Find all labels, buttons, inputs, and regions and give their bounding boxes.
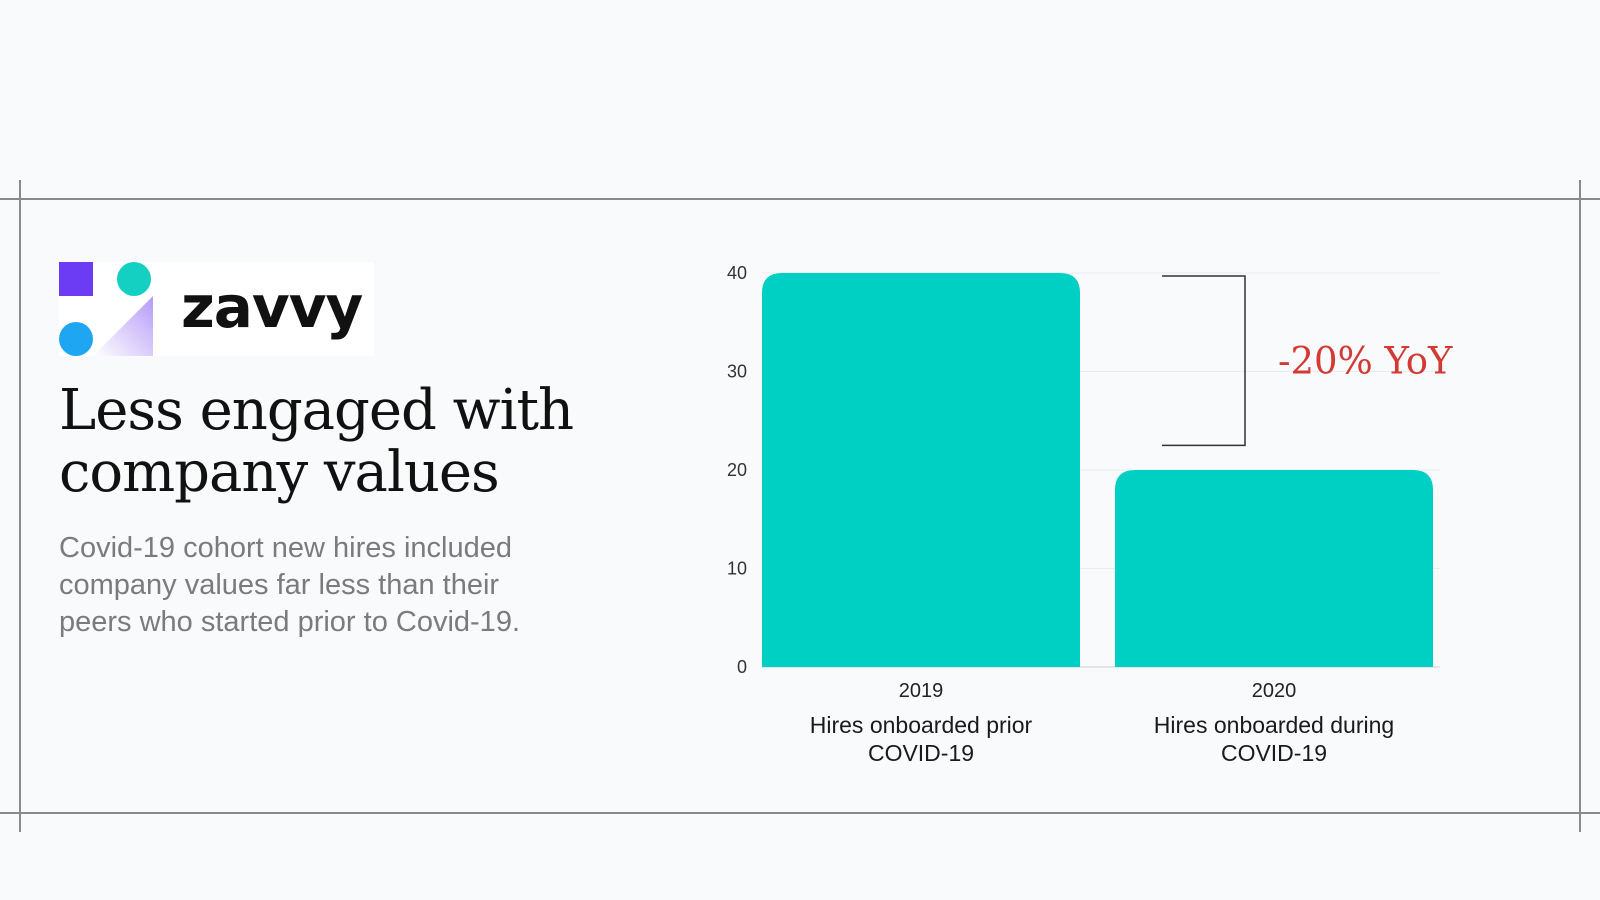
y-tick-label: 30 [727, 362, 747, 382]
x-tick-label: 2019 [899, 680, 944, 702]
category-label: COVID-19 [868, 740, 974, 766]
annotation-bracket [1162, 275, 1246, 447]
bar [1115, 470, 1433, 667]
y-tick-label: 0 [737, 657, 747, 677]
category-label: Hires onboarded during [1154, 712, 1394, 738]
annotation-label: -20% YoY [1278, 340, 1453, 383]
y-tick-label: 20 [727, 460, 747, 480]
bar [762, 273, 1080, 667]
page-title: Less engaged with company values [59, 380, 659, 504]
title-line-2: company values [59, 440, 500, 505]
description-line-3: peers who started prior to Covid-19. [59, 606, 520, 638]
title-line-1: Less engaged with [59, 378, 574, 443]
category-label: COVID-19 [1221, 740, 1327, 766]
y-tick-label: 40 [727, 263, 747, 283]
description-line-2: company values far less than their [59, 569, 500, 601]
description-line-1: Covid-19 cohort new hires included [59, 532, 512, 564]
zavvy-logo-icon [59, 262, 153, 356]
category-label: Hires onboarded prior [810, 712, 1033, 738]
x-tick-label: 2020 [1252, 680, 1297, 702]
frame-bottom-line [0, 812, 1600, 814]
frame-right-line [1579, 180, 1581, 832]
zavvy-wordmark: zavvy [181, 273, 363, 341]
y-tick-label: 10 [727, 559, 747, 579]
description: Covid-19 cohort new hires included compa… [59, 530, 619, 641]
frame-left-line [19, 180, 21, 832]
frame-top-line [0, 198, 1600, 200]
